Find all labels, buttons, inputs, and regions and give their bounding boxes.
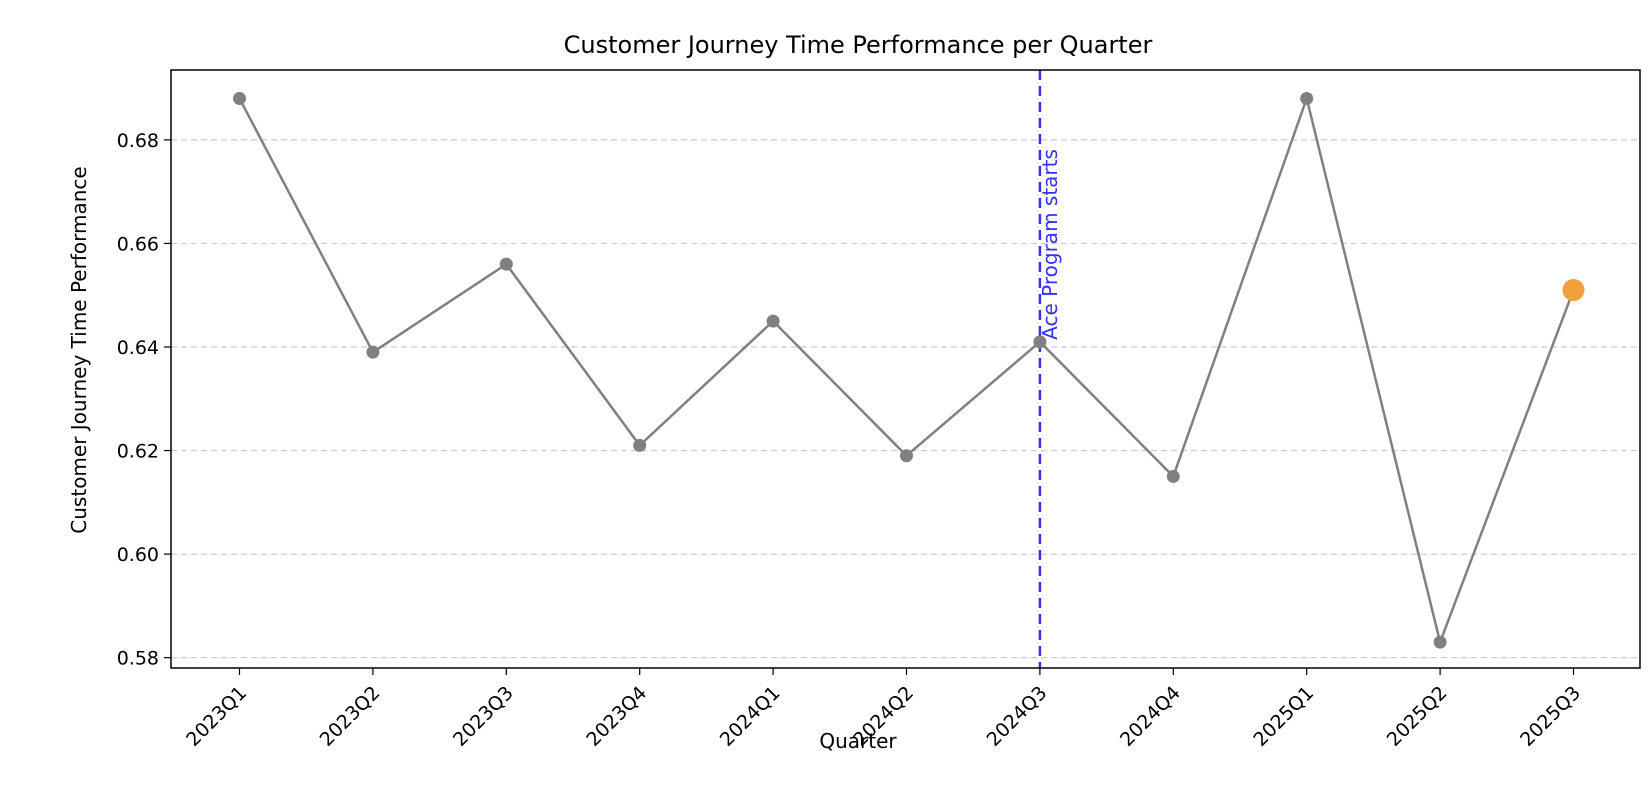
data-point [1300, 91, 1314, 105]
y-tick-label: 0.66 [117, 233, 159, 255]
data-point [1033, 335, 1047, 349]
x-tick-label: 2025Q2 [1383, 682, 1452, 751]
annotation-label: Ace Program starts [1038, 149, 1062, 340]
data-point [1433, 635, 1447, 649]
y-tick-label: 0.64 [117, 337, 159, 359]
data-point [233, 91, 246, 105]
series-markers [233, 91, 1585, 649]
series [238, 94, 1575, 647]
annotation: Ace Program starts [1038, 70, 1062, 668]
x-tick-label: 2023Q2 [316, 682, 385, 751]
y-tick-label: 0.68 [117, 130, 159, 152]
chart-title: Customer Journey Time Performance per Qu… [564, 31, 1153, 59]
x-axis-title: Quarter [819, 729, 897, 753]
y-tick-label: 0.58 [117, 648, 159, 670]
x-tick-label: 2024Q1 [716, 682, 785, 751]
x-tick-label: 2025Q1 [1249, 682, 1318, 751]
x-tick-label: 2024Q4 [1116, 682, 1185, 751]
x-tick-label: 2024Q3 [983, 682, 1052, 751]
data-point [900, 449, 913, 463]
y-tick-label: 0.62 [117, 441, 159, 463]
data-point [366, 345, 380, 359]
y-axis: 0.58 0.60 0.62 0.64 0.66 0.68 [117, 130, 171, 670]
plot-frame [170, 69, 1641, 669]
highlight-point [1562, 279, 1585, 302]
y-tick-label: 0.60 [117, 544, 159, 566]
x-tick-label: 2023Q3 [449, 682, 518, 751]
series-line [238, 94, 1575, 647]
x-tick-label: 2025Q3 [1516, 682, 1585, 751]
data-point [499, 257, 513, 271]
y-axis-title: Customer Journey Time Performance [67, 166, 91, 533]
data-point [1166, 469, 1180, 483]
data-point [766, 314, 780, 328]
x-tick-label: 2023Q4 [582, 682, 651, 751]
x-tick-label: 2023Q1 [182, 682, 251, 751]
data-point [633, 438, 647, 452]
grid-lines [171, 139, 1640, 659]
